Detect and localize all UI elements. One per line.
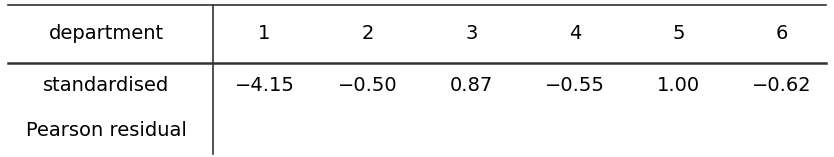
Text: 3: 3 (465, 24, 478, 43)
Text: −0.62: −0.62 (752, 76, 812, 95)
Text: 6: 6 (776, 24, 788, 43)
Text: 2: 2 (362, 24, 374, 43)
Text: 4: 4 (569, 24, 581, 43)
Text: 1.00: 1.00 (657, 76, 701, 95)
Text: 1: 1 (259, 24, 271, 43)
Text: standardised: standardised (43, 76, 169, 95)
Text: department: department (48, 24, 164, 43)
Text: Pearson residual: Pearson residual (26, 121, 187, 140)
Text: −4.15: −4.15 (234, 76, 294, 95)
Text: 0.87: 0.87 (450, 76, 493, 95)
Text: −0.50: −0.50 (339, 76, 398, 95)
Text: 5: 5 (672, 24, 685, 43)
Text: −0.55: −0.55 (545, 76, 605, 95)
